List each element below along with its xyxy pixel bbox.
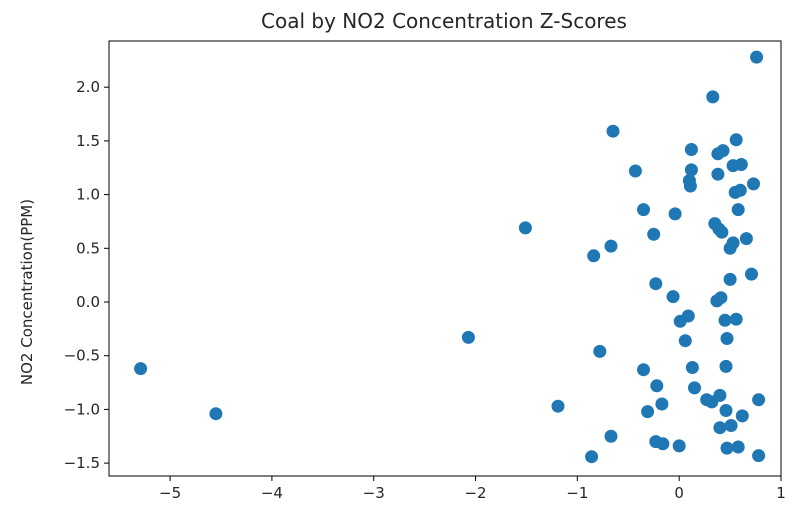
x-tick-label: 0 <box>674 484 684 502</box>
y-tick-label: 1.5 <box>76 132 100 150</box>
data-point <box>729 133 743 147</box>
data-point <box>587 249 601 263</box>
axes: −5 −4 −3 −2 −1 0 1 −1.5 −1.0 −0.5 0.0 0.5 1.0 1.5 2.0 <box>64 78 786 502</box>
data-point <box>461 330 475 344</box>
data-point <box>719 404 733 417</box>
x-tick-label: −3 <box>363 484 385 502</box>
data-point <box>688 381 701 395</box>
y-tick-label: 0.5 <box>76 239 100 257</box>
data-point <box>647 227 661 241</box>
data-point <box>752 449 766 463</box>
data-point <box>745 267 758 281</box>
data-point <box>719 359 733 373</box>
data-point <box>731 203 745 217</box>
data-point <box>724 419 738 432</box>
data-point <box>209 407 223 421</box>
x-tick-label: −2 <box>464 484 486 502</box>
x-tick-label: 1 <box>776 484 786 502</box>
data-point <box>739 232 753 246</box>
data-point <box>641 405 655 419</box>
data-point <box>672 439 686 453</box>
data-point <box>733 183 747 197</box>
y-tick-label: −0.5 <box>64 347 100 365</box>
data-point <box>649 277 663 291</box>
data-point <box>729 312 743 326</box>
data-point <box>720 332 734 345</box>
data-point <box>747 177 760 191</box>
data-point <box>715 225 729 239</box>
data-point <box>684 163 698 177</box>
data-point <box>585 450 599 464</box>
data-point <box>731 440 745 454</box>
y-tick-label: −1.0 <box>64 400 100 418</box>
data-point <box>684 143 698 156</box>
data-point <box>734 158 748 171</box>
data-point <box>628 164 642 178</box>
chart-title: Coal by NO2 Concentration Z-Scores <box>261 9 627 33</box>
data-point <box>678 334 692 348</box>
data-points <box>134 50 766 464</box>
y-tick-label: −1.5 <box>64 454 100 472</box>
data-point <box>718 313 732 327</box>
data-point <box>683 179 697 193</box>
data-point <box>655 397 669 411</box>
data-point <box>606 124 620 138</box>
data-point <box>593 344 607 358</box>
data-point <box>735 409 749 423</box>
data-point <box>750 50 764 64</box>
y-tick-label: 2.0 <box>76 78 100 96</box>
data-point <box>720 441 734 455</box>
data-point <box>637 363 650 377</box>
data-point <box>134 362 148 376</box>
data-point <box>668 207 682 221</box>
data-point <box>716 144 730 158</box>
data-point <box>551 399 565 413</box>
data-point <box>714 291 728 305</box>
data-point <box>637 203 650 217</box>
data-point <box>713 388 727 402</box>
data-point <box>713 421 727 435</box>
data-point <box>604 429 618 443</box>
data-point <box>711 167 725 181</box>
data-point <box>681 309 695 323</box>
x-tick-label: −5 <box>159 484 181 502</box>
data-point <box>726 236 740 250</box>
x-tick-label: −4 <box>261 484 283 502</box>
data-point <box>723 272 737 286</box>
plot-frame <box>108 40 782 477</box>
data-point <box>752 393 766 407</box>
data-point <box>706 90 720 104</box>
data-point <box>518 221 532 235</box>
y-axis-label: NO2 Concentration(PPM) <box>18 199 36 385</box>
data-point <box>656 437 670 451</box>
y-tick-label: 1.0 <box>76 186 100 204</box>
y-tick-label: 0.0 <box>76 293 100 311</box>
x-tick-label: −1 <box>566 484 588 502</box>
data-point <box>650 379 664 393</box>
data-point <box>604 239 618 253</box>
data-point <box>685 361 699 374</box>
data-point <box>666 290 680 304</box>
